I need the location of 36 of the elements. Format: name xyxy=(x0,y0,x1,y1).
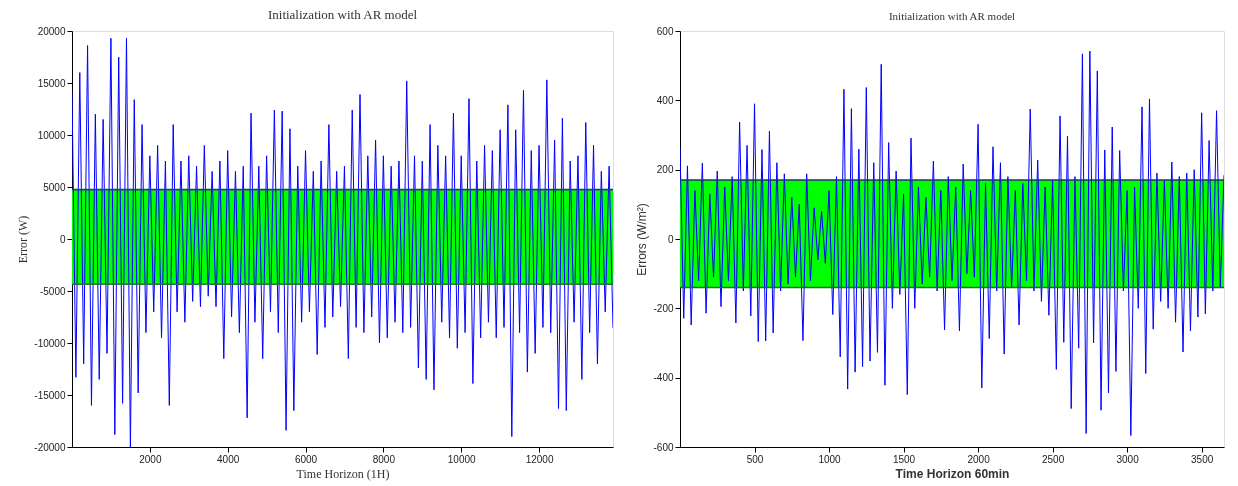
y-tick-label: -400 xyxy=(653,372,674,384)
x-axis-title: Time Horizon (1H) xyxy=(296,466,390,481)
chart-title: Initialization with AR model xyxy=(267,7,418,22)
x-tick-label: 3000 xyxy=(1116,453,1140,465)
x-tick-label: 1500 xyxy=(892,453,916,465)
x-tick-label: 500 xyxy=(746,453,764,465)
y-tick-label: -600 xyxy=(653,441,674,453)
x-tick-label: 2000 xyxy=(967,453,991,465)
x-tick-label: 2000 xyxy=(139,453,162,465)
y-tick-label: 0 xyxy=(667,233,674,245)
y-tick-label: 200 xyxy=(656,164,674,176)
x-axis-title: Time Horizon 60min xyxy=(895,466,1010,481)
y-tick-label: 15000 xyxy=(37,77,66,89)
y-axis-title: Error (W) xyxy=(16,215,31,264)
y-tick-label: -15000 xyxy=(34,389,66,401)
x-tick-label: 6000 xyxy=(294,453,318,465)
y-tick-label: 0 xyxy=(59,233,66,245)
y-axis-title: Errors (W/m²) xyxy=(635,203,650,276)
x-tick-label: 12000 xyxy=(525,453,554,465)
x-tick-label: 10000 xyxy=(447,453,477,465)
y-tick-label: -5000 xyxy=(39,285,66,297)
x-tick-label: 2500 xyxy=(1041,453,1065,465)
x-tick-label: 8000 xyxy=(372,453,396,465)
line-series xyxy=(680,50,1224,437)
x-tick-label: 3500 xyxy=(1191,453,1214,465)
x-tick-label: 1000 xyxy=(818,453,842,465)
y-tick-label: 400 xyxy=(656,94,674,106)
y-tick-label: -10000 xyxy=(34,337,66,349)
y-tick-label: 5000 xyxy=(43,181,66,193)
y-tick-label: 10000 xyxy=(37,129,66,141)
x-tick-label: 4000 xyxy=(217,453,240,465)
y-tick-label: 600 xyxy=(656,25,674,37)
y-tick-label: -20000 xyxy=(34,441,66,453)
y-tick-label: 20000 xyxy=(37,25,66,37)
chart-title: Initialization with AR model xyxy=(888,10,1016,22)
y-tick-label: -200 xyxy=(653,302,674,314)
